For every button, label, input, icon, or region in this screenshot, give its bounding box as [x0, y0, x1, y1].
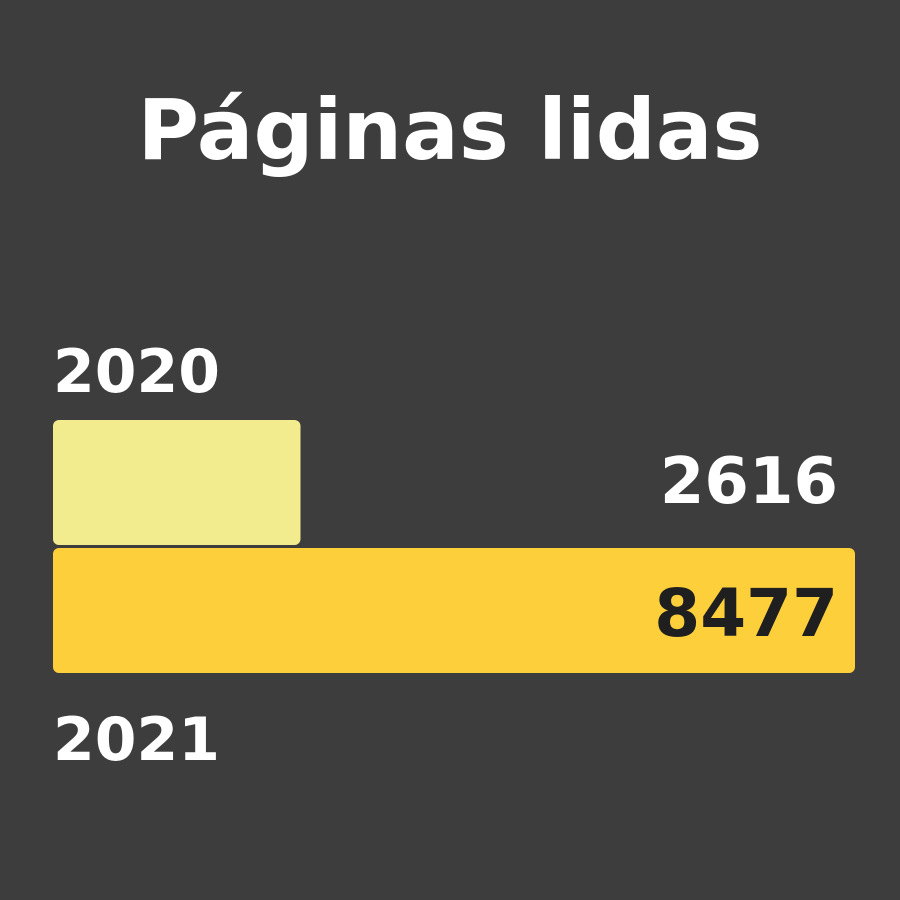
value-label-2020: 2616	[660, 445, 838, 519]
category-label-2020: 2020	[53, 337, 220, 407]
bars-layer: 2020 2616 2021 8477	[53, 337, 855, 775]
category-label-2021: 2021	[53, 705, 220, 775]
chart-title: Páginas lidas	[137, 81, 763, 179]
bar-2021	[53, 548, 855, 673]
value-label-2021: 8477	[654, 575, 838, 652]
bar-2020	[53, 420, 301, 545]
